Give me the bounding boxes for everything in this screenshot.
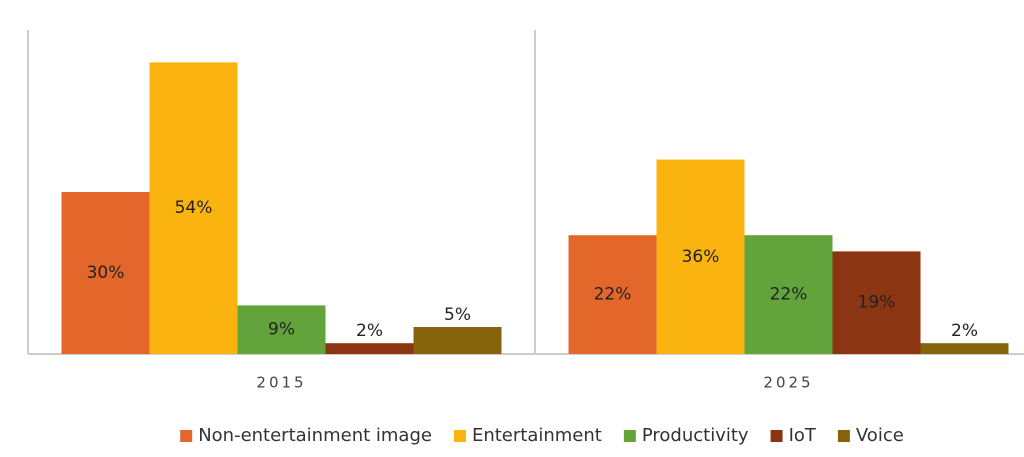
legend-label: Voice (856, 425, 904, 446)
bar (413, 327, 502, 354)
legend-label: IoT (789, 425, 817, 446)
bar (149, 62, 238, 355)
value-label: 30% (87, 263, 125, 283)
bar (832, 251, 921, 354)
value-label: 22% (594, 285, 632, 305)
value-label: 2% (356, 321, 383, 341)
legend-label: Productivity (642, 425, 749, 446)
bar (61, 192, 150, 354)
bar (325, 343, 414, 354)
legend-label: Non-entertainment image (198, 425, 432, 446)
legend-label: Entertainment (472, 425, 602, 446)
value-label: 2% (951, 321, 978, 341)
bar (237, 305, 326, 354)
legend-swatch (180, 430, 193, 442)
value-label: 54% (175, 198, 213, 218)
legend-swatch (623, 430, 636, 442)
value-label: 36% (682, 247, 720, 267)
bar (568, 235, 657, 354)
legend-swatch (453, 430, 466, 442)
legend-swatch (770, 430, 783, 442)
value-label: 5% (444, 305, 471, 325)
x-tick-label: 2015 (256, 374, 306, 392)
legend-swatch (837, 430, 850, 442)
value-label: 22% (770, 285, 808, 305)
bar (656, 159, 745, 354)
bar (920, 343, 1009, 354)
value-label: 9% (268, 320, 295, 340)
x-tick-label: 2025 (763, 374, 813, 392)
value-label: 19% (858, 293, 896, 313)
bar (744, 235, 833, 354)
